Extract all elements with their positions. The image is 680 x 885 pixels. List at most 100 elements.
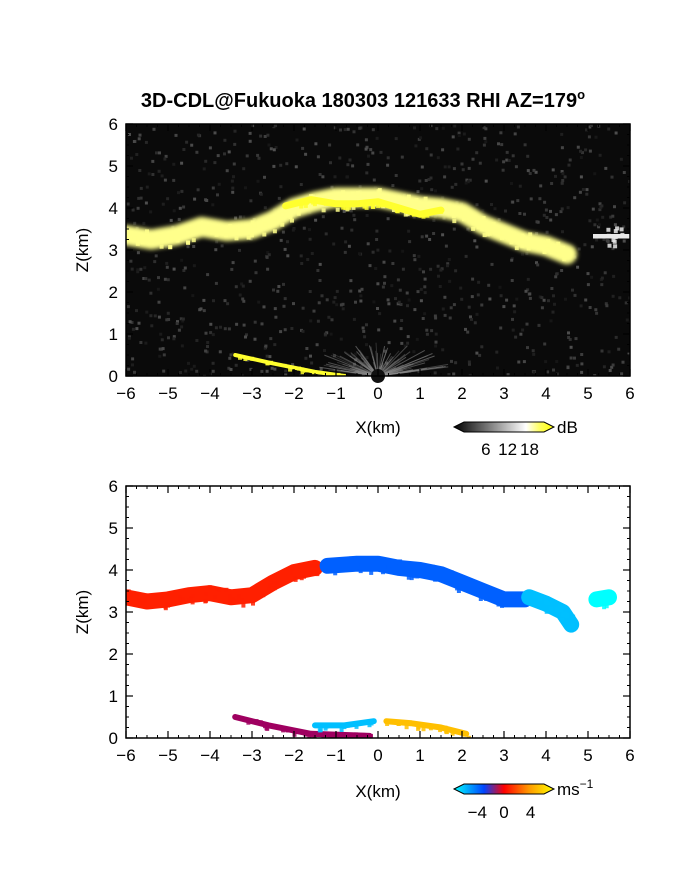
noise-pixel <box>127 336 131 340</box>
noise-pixel <box>540 306 544 310</box>
noise-pixel <box>545 216 549 219</box>
x-tick-label: 1 <box>415 384 424 403</box>
noise-pixel <box>195 369 199 373</box>
noise-pixel <box>230 179 234 183</box>
noise-pixel <box>333 126 337 130</box>
colorbar-tick-label: 4 <box>526 803 535 822</box>
noise-pixel <box>420 235 424 239</box>
noise-pixel <box>208 146 212 150</box>
noise-pixel <box>234 285 238 289</box>
data-pixel <box>341 190 346 195</box>
noise-pixel <box>471 157 475 161</box>
data-pixel <box>398 205 403 210</box>
noise-pixel <box>263 206 267 210</box>
noise-pixel <box>470 295 474 299</box>
noise-pixel <box>467 360 471 364</box>
noise-pixel <box>165 265 169 269</box>
noise-pixel <box>434 332 438 336</box>
data-pixel <box>602 595 606 600</box>
noise-pixel <box>262 305 266 309</box>
data-pixel <box>509 597 514 602</box>
data-pixel <box>209 227 214 231</box>
data-pixel <box>136 597 141 602</box>
noise-pixel <box>624 301 628 305</box>
noise-pixel <box>266 133 270 137</box>
noise-layer <box>126 124 630 376</box>
data-pixel <box>370 204 375 209</box>
noise-pixel <box>475 151 479 155</box>
noise-pixel <box>166 197 170 201</box>
noise-pixel <box>526 277 530 281</box>
noise-pixel <box>466 330 470 334</box>
noise-pixel <box>325 298 329 302</box>
noise-pixel <box>468 178 472 182</box>
noise-pixel <box>356 370 360 374</box>
x-tick-label: 2 <box>457 746 466 765</box>
near-field-ray <box>377 350 426 376</box>
noise-pixel <box>367 154 370 158</box>
noise-pixel <box>573 293 577 297</box>
noise-pixel <box>312 309 316 313</box>
data-pixel <box>433 577 438 582</box>
noise-pixel <box>422 270 425 274</box>
noise-pixel <box>137 321 141 325</box>
noise-pixel <box>153 260 157 264</box>
noise-pixel <box>429 124 433 128</box>
noise-pixel <box>535 220 539 224</box>
data-pixel <box>313 198 318 203</box>
noise-pixel <box>149 314 153 318</box>
noise-pixel <box>535 261 538 265</box>
data-pixel <box>421 722 426 727</box>
noise-pixel <box>443 175 447 179</box>
noise-pixel <box>539 184 543 188</box>
data-pixel <box>169 236 174 241</box>
noise-pixel <box>383 275 387 279</box>
noise-pixel <box>376 307 379 310</box>
noise-pixel <box>248 279 252 283</box>
noise-pixel <box>450 185 454 189</box>
noise-pixel <box>231 190 235 194</box>
noise-pixel <box>348 158 352 162</box>
noise-pixel <box>132 140 136 143</box>
noise-pixel <box>627 352 630 356</box>
noise-pixel <box>598 202 602 206</box>
noise-pixel <box>196 133 200 137</box>
noise-pixel <box>130 156 133 160</box>
noise-pixel <box>199 307 203 311</box>
data-pixel <box>289 571 294 575</box>
noise-pixel <box>400 341 404 345</box>
noise-pixel <box>604 166 608 170</box>
data-pixel <box>359 562 364 567</box>
noise-pixel <box>518 212 522 215</box>
data-pixel <box>491 222 496 227</box>
noise-pixel <box>454 361 458 365</box>
noise-pixel <box>181 319 185 323</box>
data-pixel <box>145 229 149 234</box>
noise-pixel <box>359 294 363 298</box>
chart-title: 3D-CDL@Fukuoka 180303 121633 RHI AZ=179o <box>141 87 585 112</box>
noise-pixel <box>244 186 247 190</box>
noise-pixel <box>129 259 133 263</box>
noise-pixel <box>284 373 288 376</box>
noise-pixel <box>144 140 148 144</box>
noise-pixel <box>425 332 429 336</box>
noise-pixel <box>525 322 529 326</box>
noise-pixel <box>327 315 331 319</box>
noise-pixel <box>460 297 464 301</box>
noise-pixel <box>406 341 410 345</box>
cloud-echo-band <box>586 225 630 248</box>
noise-pixel <box>487 283 491 287</box>
data-pixel <box>355 191 360 196</box>
noise-pixel <box>329 332 333 336</box>
noise-pixel <box>276 289 280 293</box>
data-pixel <box>237 594 241 599</box>
noise-pixel <box>505 298 509 302</box>
noise-pixel <box>265 354 269 358</box>
colorbar-bar <box>452 783 556 795</box>
noise-pixel <box>477 280 481 284</box>
noise-pixel <box>398 288 402 292</box>
noise-pixel <box>449 306 453 310</box>
noise-pixel <box>179 371 182 374</box>
noise-pixel <box>231 352 235 356</box>
